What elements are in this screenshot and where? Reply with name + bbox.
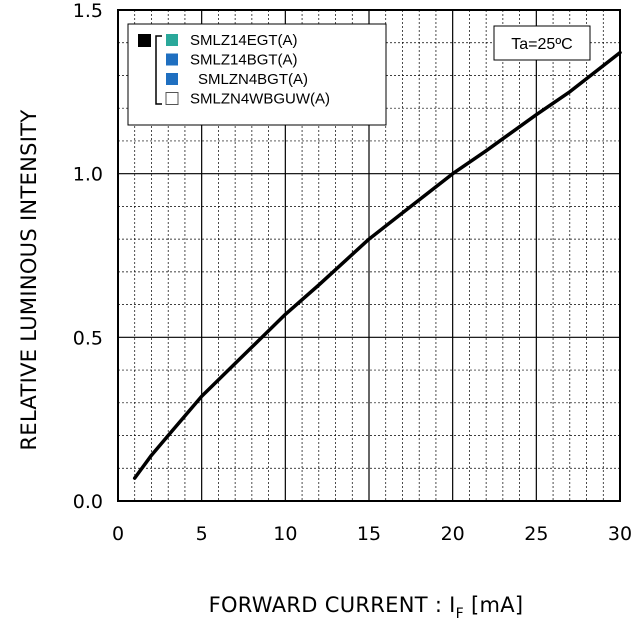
x-tick-label: 20 bbox=[441, 523, 465, 545]
legend-label: SMLZN4WBGUW(A) bbox=[190, 91, 330, 108]
legend-bracket bbox=[155, 35, 162, 105]
x-tick-label: 25 bbox=[524, 523, 548, 545]
legend-swatch bbox=[166, 73, 178, 85]
y-tick-labels: 0.0 0.5 1.0 1.5 bbox=[73, 0, 103, 513]
temperature-annotation: Ta=25ºC bbox=[493, 25, 591, 61]
x-tick-label: 15 bbox=[357, 523, 381, 545]
series-line bbox=[132, 50, 622, 480]
y-tick-label: 1.5 bbox=[73, 0, 103, 22]
legend-swatch bbox=[166, 53, 178, 66]
legend-label: SMLZ14EGT(A) bbox=[190, 32, 298, 49]
legend-swatch bbox=[166, 34, 178, 46]
x-tick-label: 5 bbox=[196, 523, 208, 545]
legend: SMLZ14EGT(A) SMLZ14BGT(A) SMLZN4BGT(A) SMLZ… bbox=[127, 23, 387, 126]
x-axis-title-sub: F bbox=[456, 606, 464, 622]
x-tick-labels: 0 5 10 15 20 25 30 bbox=[112, 523, 632, 545]
y-tick-label: 0.5 bbox=[73, 327, 103, 349]
x-tick-label: 0 bbox=[112, 523, 124, 545]
plot-frame bbox=[117, 9, 621, 502]
x-axis-title-unit: [mA] bbox=[464, 593, 523, 617]
x-tick-label: 30 bbox=[608, 523, 632, 545]
legend-black-marker bbox=[138, 34, 151, 47]
legend-items: SMLZ14EGT(A) SMLZ14BGT(A) SMLZN4BGT(A) SMLZ… bbox=[165, 32, 330, 108]
legend-swatch bbox=[165, 92, 179, 105]
annotation-text: Ta=25ºC bbox=[511, 36, 572, 53]
legend-label: SMLZ14BGT(A) bbox=[190, 52, 298, 69]
y-axis-title: RELATIVE LUMINOUS INTENSITY bbox=[17, 109, 41, 450]
x-axis-title: FORWARD CURRENT : IF [mA] bbox=[209, 593, 524, 622]
legend-label: SMLZN4BGT(A) bbox=[198, 71, 308, 88]
x-tick-label: 10 bbox=[273, 523, 297, 545]
y-tick-label: 0.0 bbox=[73, 491, 103, 513]
annotation-box bbox=[493, 25, 591, 61]
x-axis-title-main: FORWARD CURRENT : I bbox=[209, 593, 456, 617]
y-tick-label: 1.0 bbox=[73, 164, 103, 186]
